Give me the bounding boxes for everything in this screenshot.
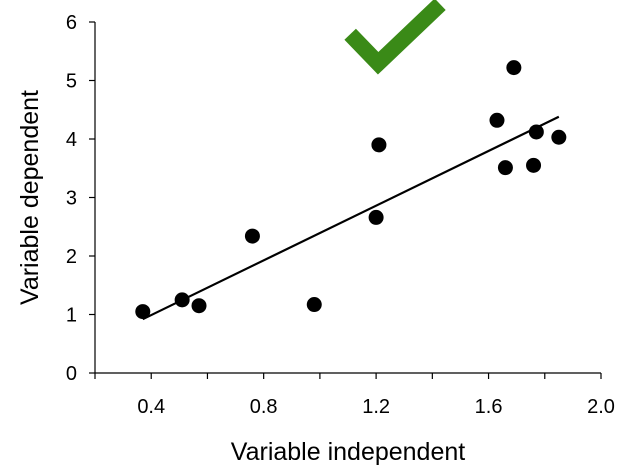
data-point (528, 124, 544, 140)
trendline (142, 115, 560, 321)
y-tick-label: 2 (66, 246, 77, 268)
y-tick-label: 6 (66, 12, 77, 34)
y-axis-title: Variable dependent (16, 90, 44, 305)
x-tick-label: 0.4 (137, 396, 165, 418)
y-tick-label: 5 (66, 71, 77, 93)
data-point (306, 297, 322, 313)
x-ticks: 0.4 0.8 1.2 1.6 2.0 (94, 373, 615, 418)
x-tick-label: 2.0 (587, 396, 615, 418)
y-tick-label: 3 (66, 188, 77, 210)
data-point (489, 112, 505, 128)
x-tick-label: 0.8 (250, 396, 278, 418)
y-tick-label: 0 (66, 363, 77, 385)
data-point (244, 228, 260, 244)
axes: 0.4 0.8 1.2 1.6 2.0 0 1 2 3 4 5 6 (66, 12, 615, 418)
data-point (174, 292, 190, 308)
y-tick-label: 1 (66, 305, 77, 327)
data-point (191, 298, 207, 314)
points-layer (135, 60, 567, 320)
data-point (526, 157, 542, 173)
annotation-layer (344, 0, 446, 75)
x-tick-label: 1.6 (475, 396, 503, 418)
data-point (497, 160, 513, 176)
x-axis-title: Variable independent (231, 438, 466, 466)
y-ticks: 0 1 2 3 4 5 6 (66, 12, 95, 385)
x-tick-label: 1.2 (362, 396, 390, 418)
y-tick-label: 4 (66, 129, 77, 151)
data-point (368, 209, 384, 225)
data-point (371, 137, 387, 153)
data-point (551, 129, 567, 145)
trendline-layer (142, 115, 560, 321)
data-point (506, 60, 522, 76)
data-point (135, 304, 151, 320)
checkmark-icon (344, 0, 446, 75)
